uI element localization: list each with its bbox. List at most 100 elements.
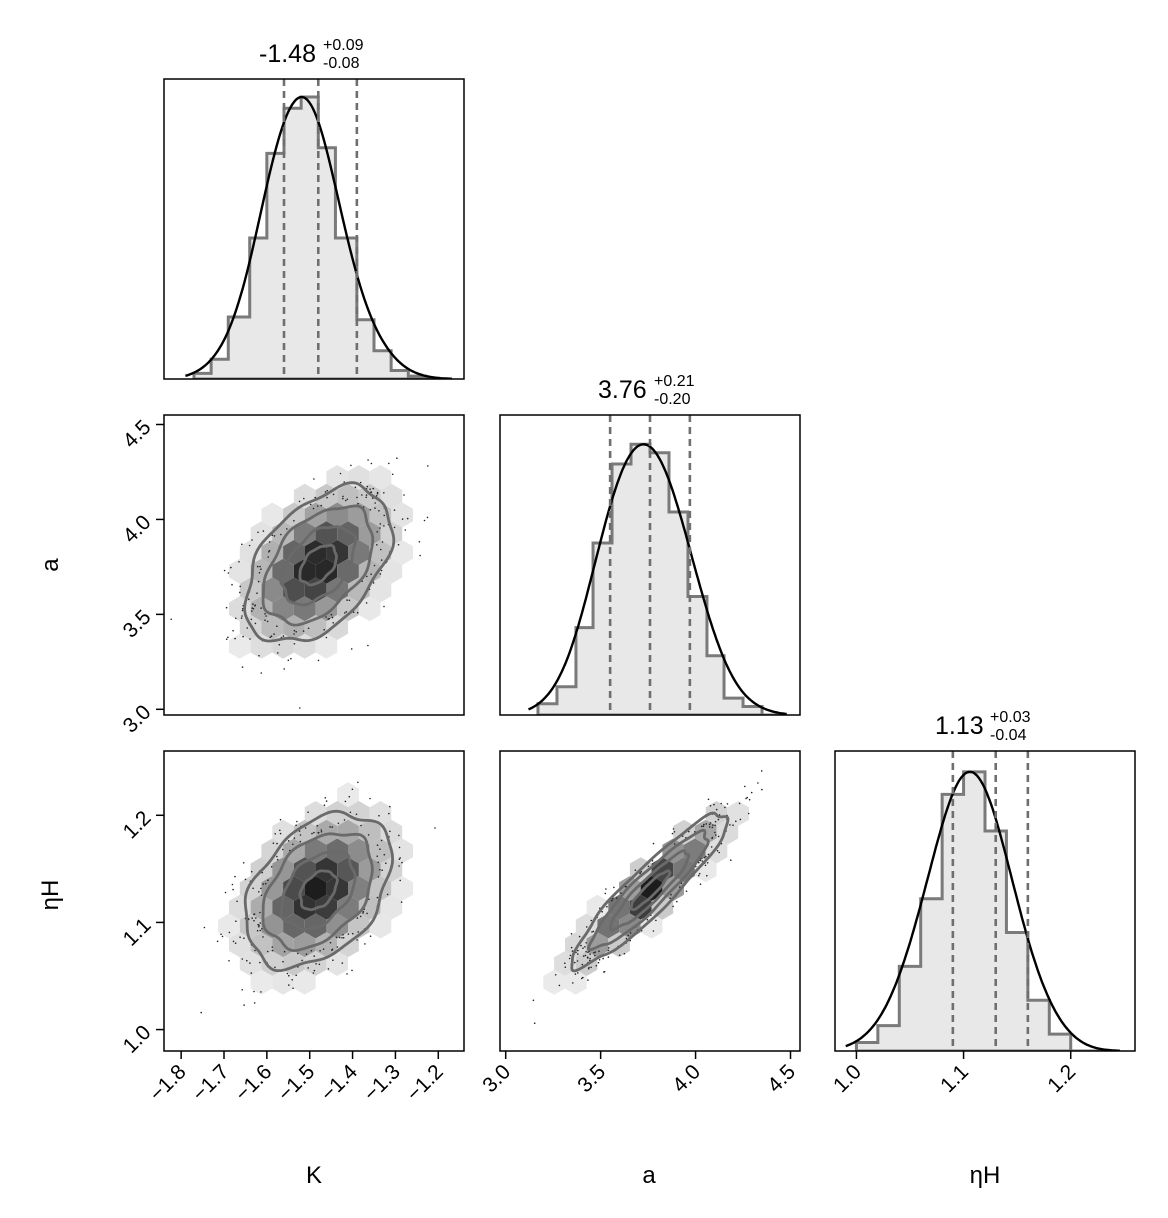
sample-point (317, 659, 320, 662)
sample-point (323, 804, 326, 806)
sample-point (282, 960, 284, 963)
sample-point (320, 829, 323, 831)
sample-point (427, 465, 429, 467)
sample-point (332, 622, 335, 624)
sample-point (203, 926, 206, 929)
density-cell (358, 521, 381, 547)
sample-point (708, 826, 711, 828)
sample-point (356, 939, 358, 941)
ytick-label-a-2: 4.0 (119, 511, 156, 548)
sample-point (351, 788, 354, 791)
sample-point (367, 834, 370, 836)
sample-point (327, 618, 330, 620)
sample-point (569, 954, 572, 957)
sample-point (267, 879, 269, 881)
title-k-minus: -0.08 (323, 55, 360, 72)
sample-point (325, 800, 328, 802)
density-cell (239, 913, 262, 939)
sample-point (381, 869, 383, 871)
sample-point (258, 654, 260, 657)
sample-point (267, 556, 270, 558)
sample-point (376, 855, 379, 857)
sample-point (716, 850, 719, 852)
sample-point (356, 917, 359, 919)
sample-point (393, 509, 396, 511)
sample-point (571, 950, 574, 952)
sample-point (578, 935, 581, 938)
sample-point (357, 502, 359, 505)
contour-K-etaH-3 (243, 809, 395, 973)
sample-point (258, 891, 260, 893)
sample-point (587, 979, 589, 981)
contour-K-a-0 (298, 543, 338, 587)
sample-point (343, 481, 346, 483)
sample-point (745, 797, 747, 800)
sample-point (293, 520, 295, 522)
sample-point (249, 962, 251, 964)
density-cell (304, 801, 327, 826)
sample-point (230, 566, 232, 569)
sample-point (331, 616, 334, 619)
sample-point (388, 462, 390, 465)
sample-point (584, 946, 586, 948)
corner-labels: -1.48 +0.09 -0.08 3.76 +0.21 -0.20 1.13 … (37, 37, 1031, 1189)
sample-point (323, 628, 326, 631)
xtick-label-K-3: −1.5 (274, 1060, 320, 1106)
sample-point (714, 824, 716, 827)
density-cell (239, 540, 262, 565)
sample-point (262, 883, 264, 885)
sample-point (359, 481, 362, 484)
sample-point (200, 1011, 202, 1014)
sample-point (254, 604, 256, 606)
sample-point (344, 612, 346, 614)
sample-point (350, 464, 352, 467)
sample-point (260, 887, 262, 890)
sample-point (570, 946, 573, 949)
sample-point (307, 811, 309, 813)
sample-point (713, 803, 715, 806)
sample-point (708, 823, 711, 826)
xtick-label-etaH-1: 1.1 (936, 1060, 973, 1097)
frame-diag-a (499, 414, 801, 716)
sample-point (257, 531, 259, 534)
title-a: 3.76 (598, 376, 647, 404)
sample-point (170, 618, 172, 621)
density-cell (348, 838, 370, 864)
sample-point (260, 607, 262, 609)
sample-point (718, 851, 720, 854)
sample-point (320, 504, 323, 507)
sample-point (369, 797, 371, 800)
sample-point (383, 525, 385, 527)
sample-point (627, 934, 630, 937)
xtick-label-K-2: −1.6 (231, 1060, 277, 1106)
sample-point (287, 659, 290, 662)
sample-point (594, 954, 596, 957)
sample-point (620, 892, 622, 894)
sample-point (313, 478, 315, 480)
density-cell (283, 615, 305, 640)
frame-pair-a-etaH (499, 750, 801, 1052)
sample-point (344, 499, 347, 502)
xtick-label-K-6: −1.2 (402, 1060, 448, 1106)
sample-point (266, 950, 269, 953)
sample-point (582, 976, 584, 979)
sample-point (590, 919, 592, 922)
density-cell (337, 857, 359, 883)
density-cell (315, 932, 338, 958)
sample-point (231, 883, 234, 886)
sample-point (726, 803, 729, 805)
sample-point (276, 858, 279, 861)
sample-point (707, 853, 710, 856)
density-cell (229, 633, 251, 659)
sample-point (362, 910, 365, 913)
sample-point (640, 871, 643, 873)
sample-point (607, 949, 610, 952)
sample-point (582, 947, 584, 949)
sample-point (293, 837, 296, 839)
density-cell (380, 894, 403, 920)
sample-point (357, 931, 360, 933)
density-cell (250, 894, 273, 920)
sample-point (319, 950, 321, 952)
sample-point (735, 820, 737, 823)
sample-point (589, 953, 591, 955)
